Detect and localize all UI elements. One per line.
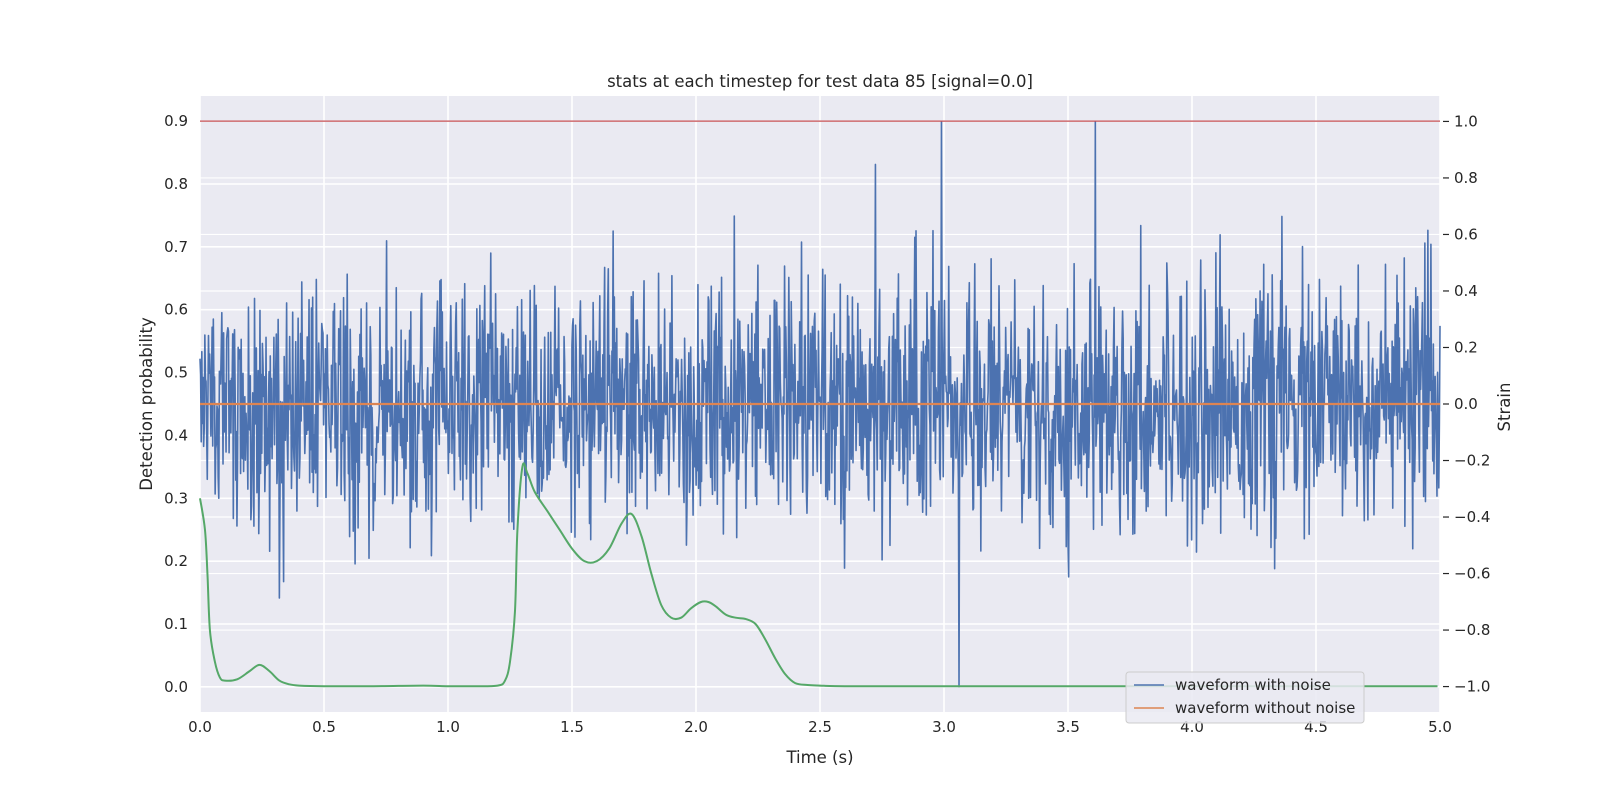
x-tick-label: 2.5 [808, 718, 832, 736]
x-tick-label: 2.0 [684, 718, 708, 736]
y-tick-label-right: 1.0 [1454, 112, 1478, 130]
y-tick-label-left: 0.3 [164, 489, 188, 507]
y-axis-right: −1.0 −0.8 −0.6 −0.4 −0.2 0.0 0.2 0.4 0.6 0.8 1.0 [1443, 112, 1490, 696]
legend: waveform with noise waveform without noi… [1125, 671, 1365, 724]
y-tick-label-right: −0.2 [1454, 452, 1490, 470]
y-tick-label-left: 0.8 [164, 175, 188, 193]
x-tick-label: 1.5 [560, 718, 584, 736]
y-axis-title-left: Detection probability [137, 317, 156, 491]
x-tick-label: 1.0 [436, 718, 460, 736]
y-tick-label-left: 0.1 [164, 615, 188, 633]
legend-label-clean: waveform without noise [1175, 699, 1355, 717]
y-tick-label-left: 0.4 [164, 426, 188, 444]
chart-title: stats at each timestep for test data 85 … [607, 72, 1033, 91]
y-tick-label-right: 0.4 [1454, 282, 1478, 300]
y-tick-label-right: −0.4 [1454, 508, 1490, 526]
detection-probability-line [199, 462, 1438, 688]
x-tick-label: 3.0 [932, 718, 956, 736]
series-probability [199, 462, 1438, 688]
y-axis-left: 0.0 0.1 0.2 0.3 0.4 0.5 0.6 0.7 0.8 0.9 [164, 112, 188, 696]
y-tick-label-right: −1.0 [1454, 678, 1490, 696]
x-tick-label: 0.0 [188, 718, 212, 736]
y-tick-label-right: −0.6 [1454, 565, 1490, 583]
y-tick-label-right: 0.2 [1454, 338, 1478, 356]
x-axis: 0.0 0.5 1.0 1.5 2.0 2.5 3.0 3.5 4.0 4.5 5.0 [188, 718, 1452, 736]
y-tick-label-right: 0.6 [1454, 225, 1478, 243]
y-tick-label-left: 0.5 [164, 364, 188, 382]
y-tick-label-right: −0.8 [1454, 621, 1490, 639]
y-tick-label-left: 0.7 [164, 238, 188, 256]
x-tick-label: 0.5 [312, 718, 336, 736]
y-tick-label-right: 0.8 [1454, 169, 1478, 187]
x-tick-label: 5.0 [1428, 718, 1452, 736]
y-tick-label-left: 0.2 [164, 552, 188, 570]
y-axis-title-right: Strain [1495, 383, 1514, 432]
y-tick-label-left: 0.6 [164, 301, 188, 319]
y-tick-label-right: 0.0 [1454, 395, 1478, 413]
series-noise [199, 120, 1441, 688]
legend-label-noise: waveform with noise [1175, 676, 1331, 694]
y-tick-label-left: 0.0 [164, 678, 188, 696]
x-tick-label: 3.5 [1056, 718, 1080, 736]
waveform-with-noise-line [199, 120, 1441, 688]
legend-box [1125, 671, 1365, 724]
x-axis-title: Time (s) [785, 748, 853, 767]
y-tick-label-left: 0.9 [164, 112, 188, 130]
